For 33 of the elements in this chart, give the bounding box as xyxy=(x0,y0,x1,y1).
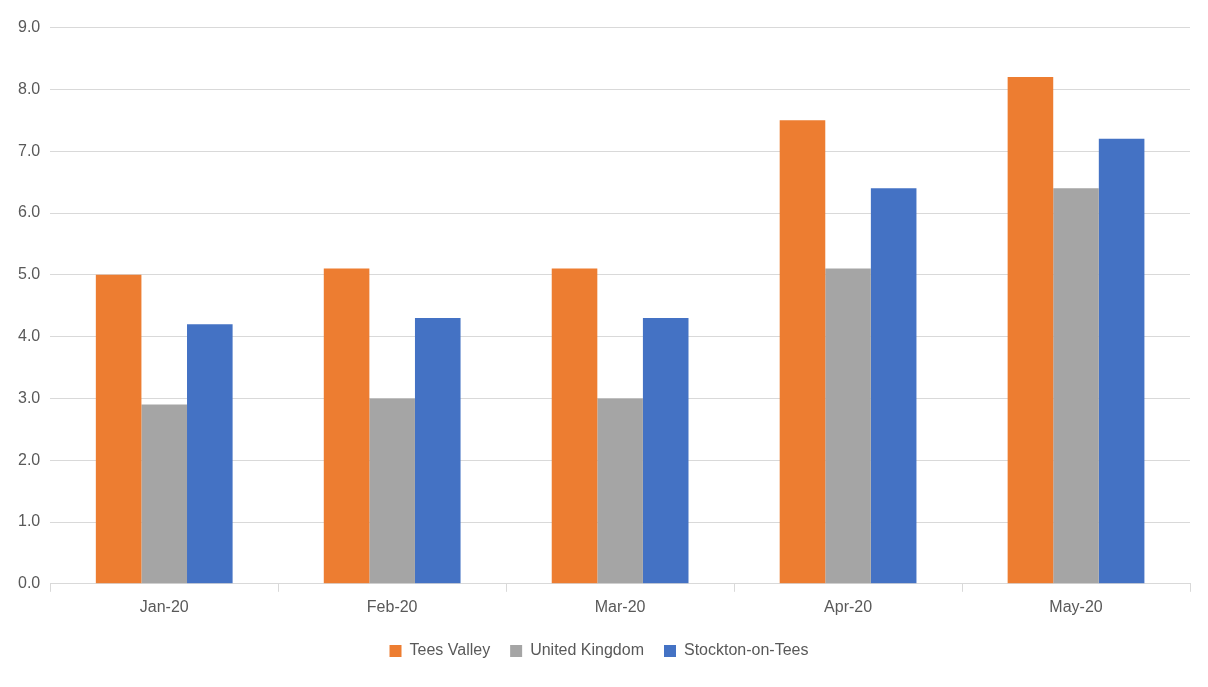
bar xyxy=(1098,138,1145,584)
x-tick-label: Jan-20 xyxy=(139,597,189,615)
y-tick-label: 0.0 xyxy=(17,574,41,592)
y-tick-label: 9.0 xyxy=(17,18,41,36)
bar xyxy=(597,398,643,584)
y-tick-label: 3.0 xyxy=(17,388,41,406)
legend-label: Tees Valley xyxy=(409,641,491,659)
bar xyxy=(323,268,370,584)
y-tick-label: 6.0 xyxy=(17,203,41,221)
bar xyxy=(369,398,415,584)
bar xyxy=(779,120,826,584)
legend-label: United Kingdom xyxy=(530,641,644,659)
bar xyxy=(187,324,233,584)
y-tick-label: 8.0 xyxy=(17,79,41,97)
x-tick-label: May-20 xyxy=(1049,597,1103,615)
y-tick-label: 7.0 xyxy=(17,141,41,159)
x-tick-label: Feb-20 xyxy=(366,597,418,615)
x-tick-label: Mar-20 xyxy=(594,597,646,615)
bar xyxy=(414,318,461,584)
bar xyxy=(1053,188,1099,584)
bar xyxy=(1007,77,1054,584)
y-tick-label: 1.0 xyxy=(17,512,41,530)
bar xyxy=(825,268,871,584)
x-tick-label: Apr-20 xyxy=(824,597,873,615)
bar xyxy=(95,274,142,584)
bar xyxy=(870,188,917,584)
legend-label: Stockton-on-Tees xyxy=(683,641,809,659)
y-tick-label: 5.0 xyxy=(17,265,41,283)
y-tick-label: 4.0 xyxy=(17,327,41,345)
y-tick-label: 2.0 xyxy=(17,450,41,468)
bar xyxy=(642,318,689,584)
bar xyxy=(551,268,598,584)
bar xyxy=(141,404,188,584)
